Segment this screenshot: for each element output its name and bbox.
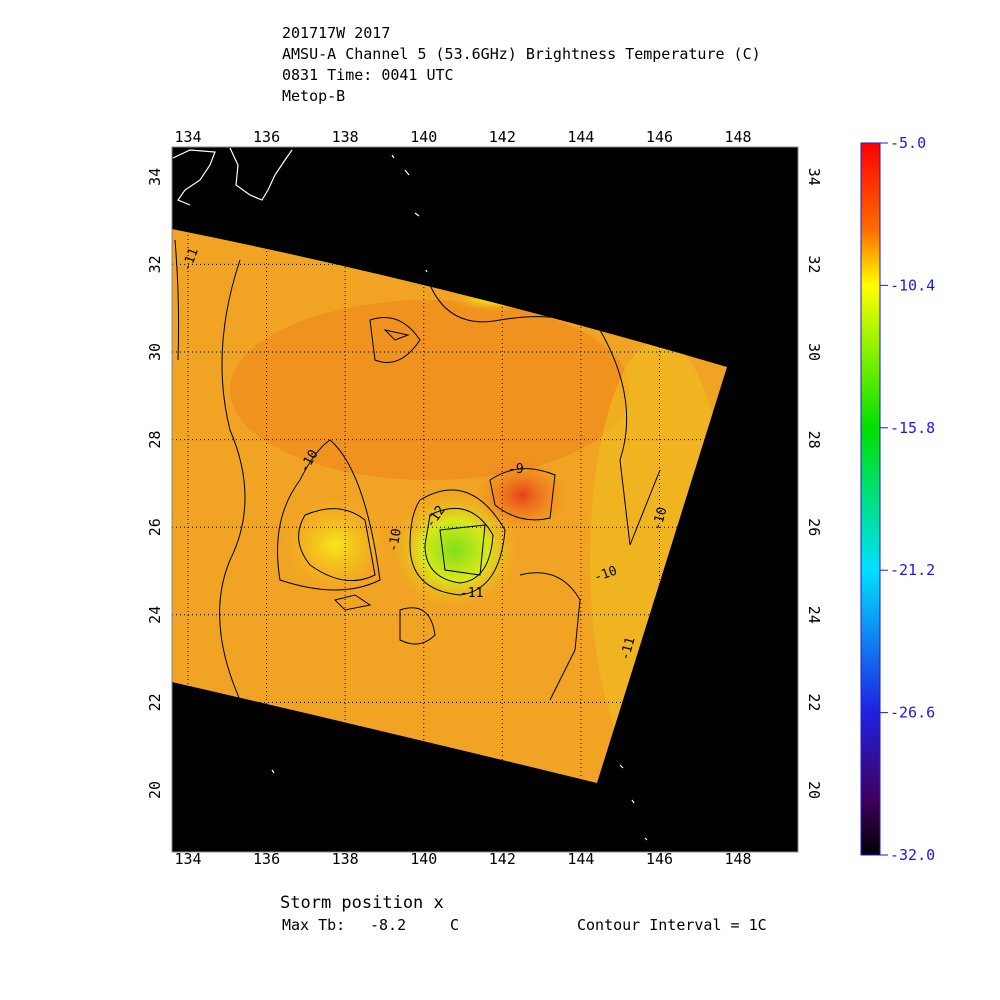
lon-tick-label: 134 <box>174 128 201 146</box>
colorbar-tick-label: -5.0 <box>890 134 926 152</box>
header-line: Metop-B <box>282 87 345 105</box>
lat-tick-label: 20 <box>146 781 164 799</box>
lon-tick-label: 140 <box>410 850 437 868</box>
max-tb: -8.2 <box>370 916 406 934</box>
header-line: 0831 Time: 0041 UTC <box>282 66 454 84</box>
contour <box>383 329 410 341</box>
lon-tick-label: 138 <box>332 128 359 146</box>
contours <box>174 239 661 701</box>
contour <box>424 507 494 584</box>
lon-tick-label: 136 <box>253 128 280 146</box>
lon-tick-label: 142 <box>489 850 516 868</box>
lat-tick-label: 28 <box>805 431 823 449</box>
lon-tick-label: 136 <box>253 850 280 868</box>
map-frame <box>171 146 799 853</box>
contour-label: -11 <box>618 636 639 663</box>
storm-position: Storm position x <box>280 893 444 913</box>
colorbar-ticks: -5.0 -10.4 -15.8 -21.2 -26.6 -32.0 <box>880 134 935 864</box>
max-tb-label: Max Tb: <box>282 916 345 934</box>
colorbar-tick-label: -10.4 <box>890 276 935 294</box>
lat-tick-label: 28 <box>146 431 164 449</box>
contour <box>369 317 421 363</box>
contour <box>174 239 180 361</box>
header-line: 201717W 2017 <box>282 24 390 42</box>
coast <box>271 764 648 841</box>
contour-label: -9 <box>508 462 524 477</box>
contour-label: -11 <box>460 586 483 601</box>
header-line: AMSU-A Channel 5 (53.6GHz) Brightness Te… <box>282 45 761 63</box>
max-tb-unit: C <box>450 916 459 934</box>
coast <box>172 149 216 206</box>
coastline <box>172 147 648 841</box>
axes: 134 134 136 136 138 138 140 140 142 142 144 144 146 1… <box>146 128 823 868</box>
lat-tick-label: 30 <box>805 343 823 361</box>
coast <box>391 154 428 273</box>
lat-tick-label: 20 <box>805 781 823 799</box>
colorbar <box>860 142 881 856</box>
colorbar-tick-label: -32.0 <box>890 846 935 864</box>
lat-tick-label: 32 <box>146 255 164 273</box>
contour-label: -10 <box>650 506 671 533</box>
lon-tick-label: 146 <box>646 850 673 868</box>
contour-label: -10 <box>386 527 405 553</box>
contour <box>409 489 506 596</box>
colorbar-tick-label: -15.8 <box>890 419 935 437</box>
contour <box>298 508 376 582</box>
lon-tick-label: 140 <box>410 128 437 146</box>
coast <box>229 147 293 201</box>
lon-tick-label: 148 <box>725 128 752 146</box>
lon-tick-label: 146 <box>646 128 673 146</box>
header: 201717W 2017 AMSU-A Channel 5 (53.6GHz) … <box>282 24 761 105</box>
lat-tick-label: 22 <box>805 693 823 711</box>
warm-area <box>230 300 630 480</box>
lat-tick-label: 34 <box>146 168 164 186</box>
contour <box>519 572 581 701</box>
lat-tick-label: 24 <box>146 606 164 624</box>
contour <box>334 594 372 611</box>
contour <box>439 524 486 576</box>
contour <box>399 607 436 645</box>
lon-tick-label: 138 <box>332 850 359 868</box>
lat-tick-label: 26 <box>805 518 823 536</box>
colorbar-tick-label: -21.2 <box>890 561 935 579</box>
lat-tick-label: 32 <box>805 255 823 273</box>
cool-area <box>280 495 390 595</box>
lat-tick-label: 30 <box>146 343 164 361</box>
colorbar-tick-label: -26.6 <box>890 704 935 722</box>
lat-tick-label: 24 <box>805 606 823 624</box>
lon-tick-label: 134 <box>174 850 201 868</box>
contour <box>277 439 381 591</box>
lon-tick-label: 142 <box>489 128 516 146</box>
warm-core <box>477 460 567 530</box>
lat-tick-label: 22 <box>146 693 164 711</box>
contour <box>219 259 246 701</box>
lon-tick-label: 144 <box>567 850 594 868</box>
lat-tick-label: 26 <box>146 518 164 536</box>
contour-interval: Contour Interval = 1C <box>577 916 767 934</box>
lon-tick-label: 148 <box>725 850 752 868</box>
contour <box>489 468 556 521</box>
lon-tick-label: 144 <box>567 128 594 146</box>
lat-tick-label: 34 <box>805 168 823 186</box>
footer: Storm position x Max Tb: -8.2 C Contour … <box>280 893 767 934</box>
